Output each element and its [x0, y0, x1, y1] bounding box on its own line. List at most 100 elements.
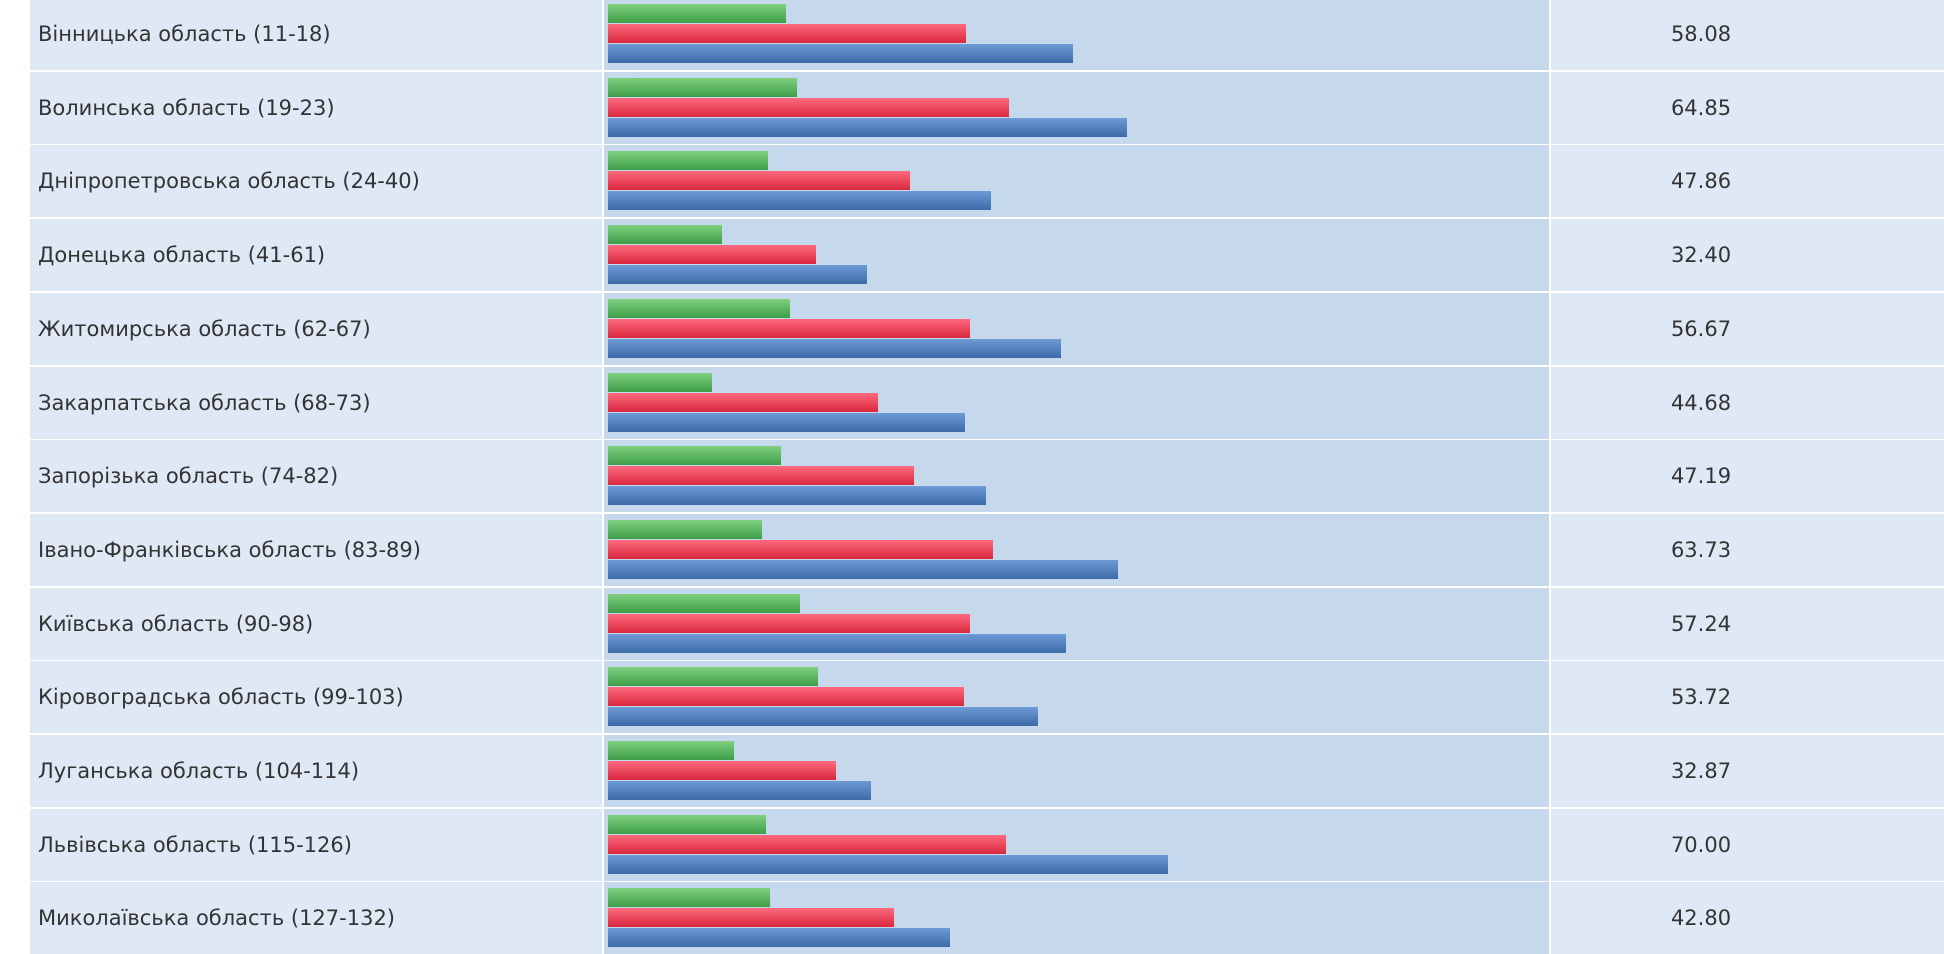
- value-bar: [608, 707, 1038, 727]
- table-row: Волинська область (19-23) 64.85: [30, 71, 1944, 144]
- value-label: 32.87: [1670, 759, 1732, 783]
- bar-cell: [604, 366, 1549, 439]
- red-bar: [608, 687, 964, 707]
- page: Вінницька область (11-18) 58.08 Волинська …: [30, 0, 1944, 954]
- green-bar: [608, 151, 768, 171]
- value-cell: 63.73: [1551, 513, 1944, 586]
- red-bar: [608, 761, 836, 780]
- region-label: Кіровоградська область (99-103): [38, 685, 404, 710]
- value-cell: 58.08: [1551, 0, 1944, 70]
- table-row: Дніпропетровська область (24-40) 47.86: [30, 145, 1944, 218]
- value-bar: [608, 191, 991, 211]
- bar-cell: [604, 808, 1549, 881]
- red-bar: [608, 245, 816, 265]
- table-row: Закарпатська область (68-73) 44.68: [30, 366, 1944, 439]
- value-label: 58.08: [1670, 22, 1732, 46]
- red-bar: [608, 392, 879, 412]
- value-cell: 42.80: [1551, 882, 1944, 954]
- green-bar: [608, 446, 781, 466]
- region-label: Київська область (90-98): [38, 611, 314, 636]
- green-bar: [608, 888, 771, 908]
- red-bar: [608, 539, 993, 559]
- region-label: Запорізька область (74-82): [38, 464, 339, 489]
- table-row: Донецька область (41-61) 32.40: [30, 219, 1944, 292]
- region-cell: Вінницька область (11-18): [30, 0, 602, 70]
- value-label: 32.40: [1670, 243, 1732, 268]
- value-label: 63.73: [1670, 537, 1732, 562]
- region-label: Миколаївська область (127-132): [38, 906, 395, 931]
- table-row: Львівська область (115-126) 70.00: [30, 808, 1944, 881]
- value-label: 57.24: [1670, 611, 1732, 636]
- bar-cell: [604, 292, 1549, 365]
- green-bar: [608, 519, 762, 539]
- value-cell: 47.19: [1551, 440, 1944, 513]
- green-bar: [608, 667, 818, 687]
- table-row: Івано-Франківська область (83-89) 63.73: [30, 513, 1944, 586]
- value-bar: [608, 928, 951, 948]
- region-label: Донецька область (41-61): [38, 243, 326, 268]
- value-bar: [608, 486, 986, 506]
- region-cell: Дніпропетровська область (24-40): [30, 145, 602, 218]
- green-bar: [608, 225, 723, 245]
- region-cell: Закарпатська область (68-73): [30, 366, 602, 439]
- bar-cell: [604, 661, 1549, 734]
- red-bar: [608, 171, 911, 191]
- region-label: Луганська область (104-114): [38, 759, 360, 783]
- bar-cell: [604, 513, 1549, 586]
- region-cell: Кіровоградська область (99-103): [30, 661, 602, 734]
- value-cell: 32.87: [1551, 735, 1944, 807]
- value-label: 64.85: [1670, 95, 1732, 120]
- region-cell: Донецька область (41-61): [30, 219, 602, 292]
- value-label: 47.86: [1670, 169, 1732, 194]
- value-label: 47.19: [1670, 464, 1732, 489]
- red-bar: [608, 613, 971, 633]
- bar-cell: [604, 0, 1549, 70]
- value-cell: 53.72: [1551, 661, 1944, 734]
- green-bar: [608, 77, 797, 97]
- green-bar: [608, 814, 766, 834]
- table-row: Житомирська область (62-67) 56.67: [30, 292, 1944, 365]
- value-bar: [608, 44, 1073, 63]
- value-bar: [608, 117, 1127, 137]
- green-bar: [608, 4, 786, 23]
- region-cell: Київська область (90-98): [30, 587, 602, 660]
- region-label: Вінницька область (11-18): [38, 22, 331, 46]
- red-bar: [608, 97, 1009, 117]
- value-label: 56.67: [1670, 316, 1732, 341]
- table-row: Київська область (90-98) 57.24: [30, 587, 1944, 660]
- region-label: Житомирська область (62-67): [38, 316, 371, 341]
- bar-cell: [604, 735, 1549, 807]
- region-label: Дніпропетровська область (24-40): [38, 169, 420, 194]
- value-cell: 44.68: [1551, 366, 1944, 439]
- bar-cell: [604, 440, 1549, 513]
- value-bar: [608, 412, 966, 432]
- value-bar: [608, 781, 871, 800]
- value-bar: [608, 338, 1062, 358]
- green-bar: [608, 741, 735, 760]
- value-bar: [608, 854, 1168, 874]
- region-label: Закарпатська область (68-73): [38, 390, 371, 415]
- region-cell: Запорізька область (74-82): [30, 440, 602, 513]
- red-bar: [608, 24, 967, 43]
- bar-cell: [604, 219, 1549, 292]
- region-cell: Житомирська область (62-67): [30, 292, 602, 365]
- value-label: 44.68: [1670, 390, 1732, 415]
- table-row: Миколаївська область (127-132) 42.80: [30, 882, 1944, 954]
- region-cell: Львівська область (115-126): [30, 808, 602, 881]
- green-bar: [608, 298, 791, 318]
- red-bar: [608, 466, 915, 486]
- region-cell: Луганська область (104-114): [30, 735, 602, 807]
- green-bar: [608, 593, 800, 613]
- value-label: 42.80: [1670, 906, 1732, 931]
- value-cell: 32.40: [1551, 219, 1944, 292]
- value-cell: 56.67: [1551, 292, 1944, 365]
- table-row: Луганська область (104-114) 32.87: [30, 735, 1944, 807]
- value-cell: 57.24: [1551, 587, 1944, 660]
- value-cell: 64.85: [1551, 71, 1944, 144]
- table-row: Кіровоградська область (99-103) 53.72: [30, 661, 1944, 734]
- value-cell: 70.00: [1551, 808, 1944, 881]
- value-bar: [608, 633, 1066, 653]
- bar-cell: [604, 587, 1549, 660]
- red-bar: [608, 908, 895, 928]
- region-label: Івано-Франківська область (83-89): [38, 537, 421, 562]
